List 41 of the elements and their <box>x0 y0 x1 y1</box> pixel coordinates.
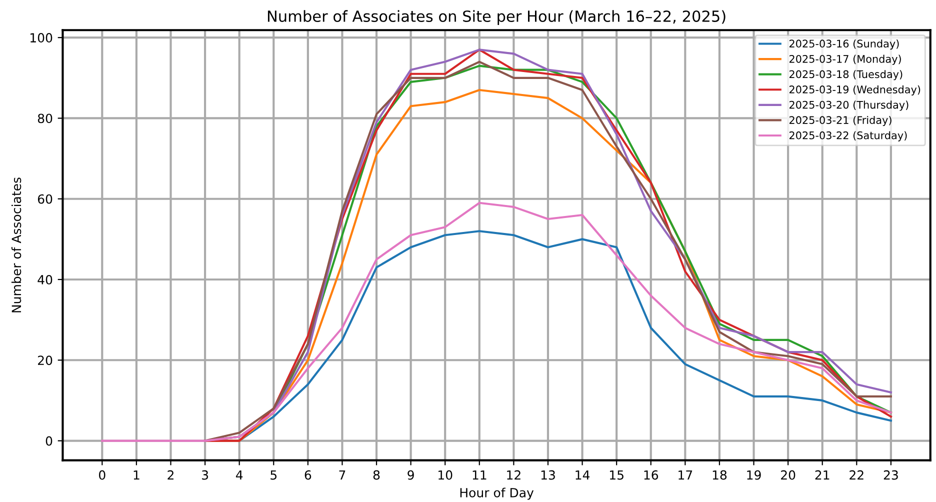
x-tick-label: 13 <box>541 470 555 480</box>
legend-label: 2025-03-19 (Wednesday) <box>789 85 920 96</box>
x-tick-label: 15 <box>610 470 624 480</box>
x-tick-label: 8 <box>373 470 380 480</box>
x-tick-label: 4 <box>236 470 243 480</box>
x-tick-label: 23 <box>884 470 898 480</box>
y-tick-label: 100 <box>30 33 52 43</box>
line-series <box>101 202 892 442</box>
x-tick-label: 3 <box>202 470 208 480</box>
legend-label: 2025-03-21 (Friday) <box>789 116 892 126</box>
x-tick-label: 6 <box>304 470 312 480</box>
x-tick-label: 17 <box>678 470 692 480</box>
x-tick-label: 9 <box>408 470 414 480</box>
x-tick-label: 0 <box>99 470 106 480</box>
x-tick-label: 7 <box>339 470 346 480</box>
x-tick-label: 19 <box>747 470 761 480</box>
chart-title: Number of Associates on Site per Hour (March 16–22, 2025) <box>268 10 726 25</box>
y-tick-label: 80 <box>38 114 52 124</box>
legend-label: 2025-03-17 (Monday) <box>789 54 901 65</box>
x-tick-label: 1 <box>134 470 140 480</box>
legend-label: 2025-03-16 (Sunday) <box>789 39 899 50</box>
x-tick-label: 14 <box>576 470 590 480</box>
legend-label: 2025-03-18 (Tuesday) <box>789 70 902 80</box>
legend-label: 2025-03-22 (Saturday) <box>789 131 907 142</box>
legend-label: 2025-03-20 (Thursday) <box>789 100 908 111</box>
x-tick-label: 10 <box>438 470 452 480</box>
x-tick-label: 21 <box>815 470 830 480</box>
y-tick-label: 40 <box>38 274 52 284</box>
x-tick-label: 20 <box>781 470 796 480</box>
x-tick-label: 5 <box>270 470 277 480</box>
y-tick-label: 20 <box>38 356 52 366</box>
x-tick-label: 18 <box>712 470 727 480</box>
x-tick-label: 11 <box>472 470 486 480</box>
y-axis-title: Number of Associates <box>11 178 22 312</box>
y-tick-label: 60 <box>38 194 52 204</box>
y-tick-label: 0 <box>46 436 52 446</box>
x-tick-label: 2 <box>168 470 174 480</box>
x-tick-label: 22 <box>850 470 864 480</box>
x-axis-title: Hour of Day <box>460 488 534 500</box>
x-tick-label: 16 <box>644 470 658 480</box>
x-tick-label: 12 <box>507 470 520 480</box>
